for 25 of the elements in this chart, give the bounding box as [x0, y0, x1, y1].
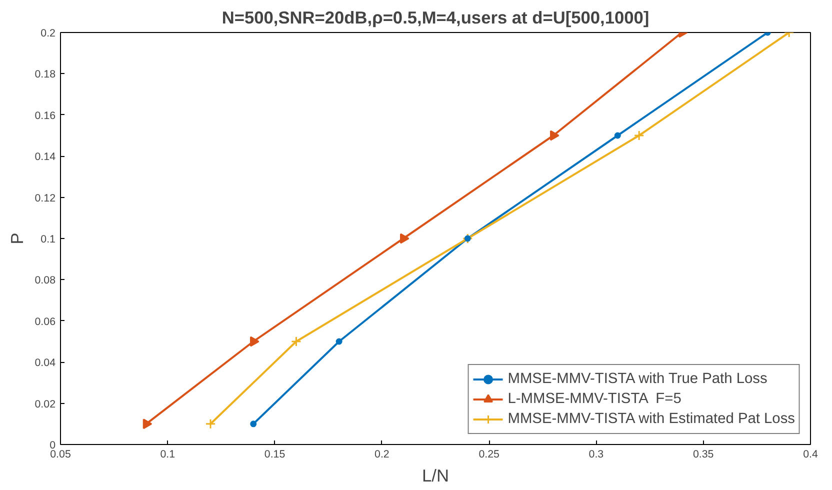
legend-label: L-MMSE-MMV-TISTA F=5: [508, 391, 682, 407]
x-tick-label: 0.05: [50, 448, 71, 460]
y-tick-label: 0.1: [40, 234, 56, 246]
x-tick-label: 0.1: [160, 448, 176, 460]
y-tick-label: 0.12: [34, 192, 56, 204]
x-tick-label: 0.3: [588, 448, 604, 460]
chart-title: N=500,SNR=20dB,ρ=0.5,M=4,users at d=U[500,1000]: [222, 8, 650, 28]
legend-label: MMSE-MMV-TISTA with True Path Loss: [508, 371, 768, 387]
x-tick-label: 0.35: [692, 448, 714, 460]
y-tick-label: 0.14: [34, 151, 56, 164]
x-tick-label: 0.2: [374, 448, 390, 460]
y-tick-label: 0: [50, 440, 56, 452]
legend-label: MMSE-MMV-TISTA with Estimated Pat Loss: [508, 411, 795, 427]
x-tick-label: 0.4: [803, 448, 818, 460]
y-tick-label: 0.06: [34, 316, 56, 328]
y-tick-label: 0.08: [34, 274, 56, 287]
y-tick-label: 0.04: [34, 357, 56, 370]
x-tick-label: 0.25: [478, 448, 500, 460]
x-axis-title: L/N: [422, 466, 449, 486]
y-tick-label: 0.18: [34, 68, 56, 81]
x-tick-label: 0.15: [264, 448, 286, 460]
y-tick-label: 0.2: [40, 28, 56, 40]
y-tick-label: 0.02: [34, 398, 56, 410]
y-axis-title: P: [6, 232, 27, 244]
y-tick-label: 0.16: [34, 110, 56, 122]
